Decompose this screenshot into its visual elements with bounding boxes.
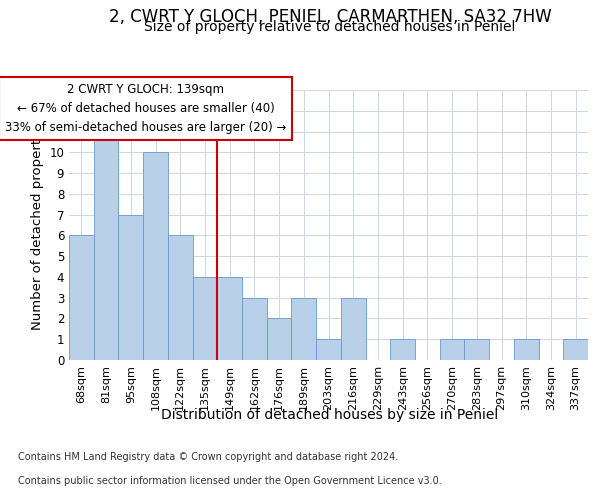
Text: 2, CWRT Y GLOCH, PENIEL, CARMARTHEN, SA32 7HW: 2, CWRT Y GLOCH, PENIEL, CARMARTHEN, SA3… <box>109 8 551 26</box>
Bar <box>94 132 118 360</box>
Bar <box>341 298 365 360</box>
Bar <box>143 152 168 360</box>
Bar <box>514 339 539 360</box>
Bar <box>193 277 217 360</box>
Bar <box>242 298 267 360</box>
Bar <box>118 214 143 360</box>
Text: Contains public sector information licensed under the Open Government Licence v3: Contains public sector information licen… <box>18 476 442 486</box>
Bar <box>316 339 341 360</box>
Bar <box>464 339 489 360</box>
Bar <box>563 339 588 360</box>
Bar <box>217 277 242 360</box>
Y-axis label: Number of detached properties: Number of detached properties <box>31 120 44 330</box>
Text: 2 CWRT Y GLOCH: 139sqm
← 67% of detached houses are smaller (40)
33% of semi-det: 2 CWRT Y GLOCH: 139sqm ← 67% of detached… <box>5 83 286 134</box>
Text: Distribution of detached houses by size in Peniel: Distribution of detached houses by size … <box>161 408 499 422</box>
Bar <box>390 339 415 360</box>
Bar <box>440 339 464 360</box>
Bar <box>168 236 193 360</box>
Bar <box>267 318 292 360</box>
Text: Size of property relative to detached houses in Peniel: Size of property relative to detached ho… <box>145 20 515 34</box>
Bar <box>292 298 316 360</box>
Bar <box>69 236 94 360</box>
Text: Contains HM Land Registry data © Crown copyright and database right 2024.: Contains HM Land Registry data © Crown c… <box>18 452 398 462</box>
